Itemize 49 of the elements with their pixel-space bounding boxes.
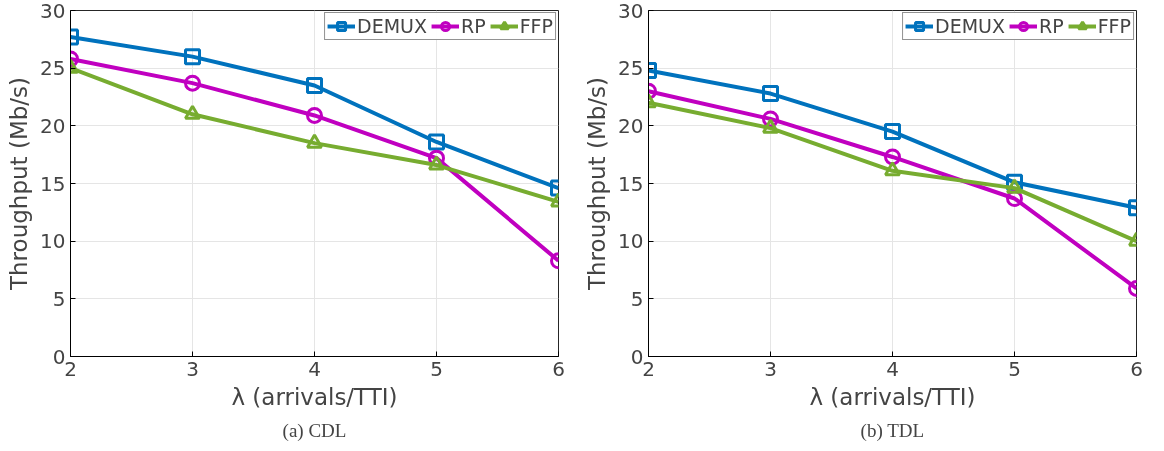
legend-label: FFP [1097,15,1131,37]
x-tick-label: 6 [1130,356,1143,381]
point [306,133,323,149]
x-tick-label: 4 [886,356,899,381]
point [184,74,201,92]
x-axis-title: λ (arrivals/TTI) [809,383,976,410]
point [884,123,901,141]
y-tick-label: 20 [618,113,644,138]
x-axis-title: λ (arrivals/TTI) [231,383,398,410]
text: (b) TDL [860,419,925,442]
x-tick-label: 4 [308,356,321,381]
point [428,133,445,151]
point [762,85,779,103]
y-tick-label: 15 [618,171,644,196]
legend-label: DEMUX [935,15,1005,37]
y-tick-label: 5 [630,286,644,311]
x-tick-label: 3 [764,356,777,381]
legend-label: FFP [519,15,553,37]
x-tick-label: 5 [1008,356,1021,381]
point [762,118,779,134]
y-tick-label: 25 [40,56,66,81]
y-tick-label: 0 [52,344,66,369]
y-tick-label: 10 [40,229,66,254]
point [184,104,201,120]
point [184,48,201,66]
point [428,155,445,171]
x-tick-label: 2 [64,356,77,381]
legend-label: DEMUX [357,15,427,37]
point [884,161,901,177]
y-tick-label: 10 [618,229,644,254]
x-tick-label: 2 [642,356,655,381]
y-tick-label: 0 [630,344,644,369]
legend-label: RP [1039,15,1064,37]
y-tick-label: 15 [40,171,66,196]
x-tick-label: 6 [552,356,565,381]
y-axis-title: Throughput (Mb/s) [584,76,611,292]
point [306,106,323,124]
y-tick-label: 30 [618,0,644,23]
text: (a) CDL [282,419,347,442]
y-axis-title: Throughput (Mb/s) [6,76,33,292]
point [1006,178,1023,194]
y-tick-label: 20 [40,113,66,138]
y-tick-label: 25 [618,56,644,81]
legend-label: RP [461,15,486,37]
x-tick-label: 5 [430,356,443,381]
y-tick-label: 5 [52,286,66,311]
point [306,76,323,94]
y-tick-label: 30 [40,0,66,23]
x-tick-label: 3 [186,356,199,381]
